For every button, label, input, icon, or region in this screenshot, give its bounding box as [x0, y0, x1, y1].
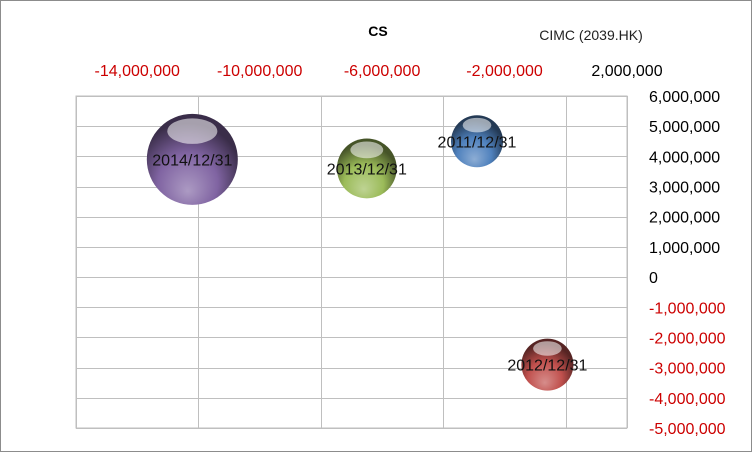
chart-subtitle: CIMC (2039.HK)	[539, 27, 642, 43]
bubble-label: 2011/12/31	[438, 134, 517, 151]
y-tick-label: 5,000,000	[649, 119, 720, 136]
bubble-label: 2013/12/31	[327, 161, 407, 178]
y-tick-label: 4,000,000	[649, 149, 720, 166]
bubble-highlight	[350, 141, 384, 159]
y-tick-label: -4,000,000	[649, 391, 726, 408]
bubble-highlight	[462, 117, 492, 133]
x-tick-label: -14,000,000	[95, 63, 181, 80]
y-axis-ticks: 6,000,000 5,000,000 4,000,000 3,000,000 2,00…	[649, 89, 726, 438]
bubbles	[146, 113, 574, 391]
bubble	[521, 338, 574, 391]
y-tick-label: 6,000,000	[649, 89, 720, 106]
bubble-highlight	[533, 341, 562, 356]
chart-title: CS	[368, 23, 387, 39]
y-tick-label: -1,000,000	[649, 300, 726, 317]
bubble-labels: 2011/12/31 2012/12/31 2013/12/31 2014/12/31	[152, 134, 587, 374]
y-tick-label: 2,000,000	[649, 210, 720, 227]
bubble	[336, 138, 397, 199]
x-tick-label: -2,000,000	[466, 63, 543, 80]
y-tick-label: 1,000,000	[649, 240, 720, 257]
y-tick-label: 0	[649, 270, 658, 287]
y-tick-label: -3,000,000	[649, 361, 726, 378]
x-tick-label: 2,000,000	[591, 63, 662, 80]
y-tick-label: 3,000,000	[649, 180, 720, 197]
bubble	[451, 115, 504, 168]
bubble-label: 2014/12/31	[152, 152, 232, 169]
bubble-label: 2012/12/31	[507, 358, 587, 375]
bubble-highlight	[167, 118, 218, 144]
y-tick-label: -5,000,000	[649, 421, 726, 438]
x-tick-label: -10,000,000	[217, 63, 303, 80]
x-tick-label: -6,000,000	[344, 63, 421, 80]
x-axis-ticks: -14,000,000 -10,000,000 -6,000,000 -2,000,0…	[95, 63, 663, 80]
y-tick-label: -2,000,000	[649, 330, 726, 347]
bubble	[146, 113, 238, 205]
